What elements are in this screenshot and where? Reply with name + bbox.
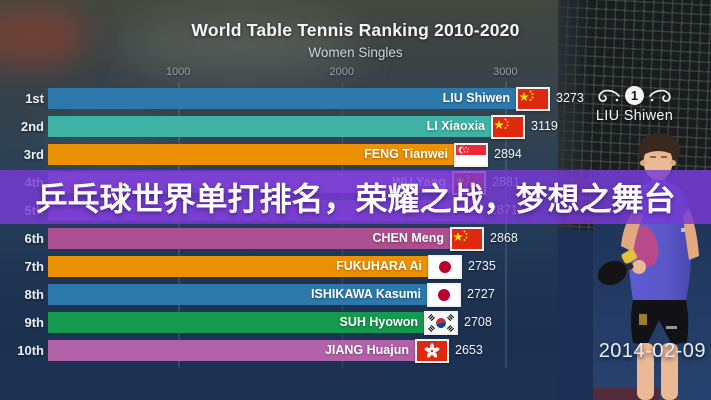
value-bar: LI Xiaoxia	[48, 114, 525, 139]
value-label: 2735	[468, 259, 496, 273]
chart-subtitle: Women Singles	[308, 45, 403, 60]
rank-row: 2nd LI Xiaoxia 3119	[0, 114, 711, 139]
player-shorts	[631, 300, 689, 345]
background-haze-blur	[120, 10, 360, 80]
flourish-left-icon	[598, 89, 620, 102]
value-label: 3119	[531, 119, 558, 133]
rank-label: 10th	[17, 343, 44, 358]
axis-tick-label: 3000	[493, 66, 518, 78]
rank-label: 1st	[25, 91, 44, 106]
date-label: 2014-02-09	[598, 340, 706, 362]
value-label: 2868	[490, 231, 518, 245]
rank-row: 1st LIU Shiwen 3273	[0, 86, 711, 111]
player-name-label: LI Xiaoxia	[426, 119, 485, 133]
player-name-label: FENG Tianwei	[364, 147, 448, 161]
value-label: 2727	[467, 287, 495, 301]
value-bar: FUKUHARA Ai	[48, 254, 462, 279]
player-name-label: LIU Shiwen	[442, 91, 510, 105]
value-bar: FENG Tianwei	[48, 142, 488, 167]
rank-1-medal-icon: 1	[625, 86, 644, 105]
rank-row: 7th FUKUHARA Ai 2735	[0, 254, 711, 279]
player-hand	[632, 260, 646, 274]
rank-row: 10th JIANG Huajun 2653	[0, 338, 711, 363]
rank-label: 3rd	[23, 147, 44, 162]
rank-label: 7th	[24, 259, 45, 274]
jpn-flag-icon	[427, 282, 461, 307]
value-bar: JIANG Huajun	[48, 338, 449, 363]
player-name-label: FUKUHARA Ai	[336, 259, 422, 273]
sgp-flag-icon	[454, 142, 488, 167]
rank-row: 3rd FENG Tianwei 2894	[0, 142, 711, 167]
player-name-label: CHEN Meng	[372, 231, 444, 245]
wristband	[621, 249, 637, 264]
chn-flag-icon	[450, 226, 484, 251]
chart-title: World Table Tennis Ranking 2010-2020	[191, 20, 520, 40]
jpn-flag-icon	[428, 254, 462, 279]
caption-banner: 乒乓球世界单打排名，荣耀之战，梦想之舞台	[0, 170, 711, 224]
value-bar: ISHIKAWA Kasumi	[48, 282, 461, 307]
rank-label: 6th	[24, 231, 45, 246]
value-label: 2894	[494, 147, 522, 161]
value-bar: SUH Hyowon	[48, 310, 458, 335]
player-name-label: JIANG Huajun	[324, 343, 409, 357]
rank-row: 8th ISHIKAWA Kasumi 2727	[0, 282, 711, 307]
axis-tick-label: 2000	[329, 66, 355, 78]
value-bar: LIU Shiwen	[48, 86, 550, 111]
gridline	[341, 82, 344, 368]
gridline	[178, 82, 180, 368]
chn-flag-icon	[491, 114, 525, 139]
rank-row: 6th CHEN Meng 2868	[0, 226, 711, 251]
gridline	[505, 82, 507, 368]
kor-flag-icon	[424, 310, 458, 335]
flourish-right-icon	[649, 89, 671, 102]
axis-tick-label: 1000	[165, 66, 191, 78]
player-name-label: ISHIKAWA Kasumi	[311, 287, 421, 301]
jersey-red-accent	[631, 225, 659, 267]
value-label: 2653	[455, 343, 483, 357]
rank-row: 9th SUH Hyowon 2708	[0, 310, 711, 335]
value-bar: CHEN Meng	[48, 226, 484, 251]
chn-flag-icon	[516, 86, 550, 111]
medal-rank-number: 1	[630, 88, 639, 103]
player-leg-left	[637, 343, 654, 400]
value-label: 2708	[464, 315, 492, 329]
paddle	[597, 260, 634, 286]
rank-label: 9th	[24, 315, 45, 330]
player-leg-right	[661, 343, 678, 400]
rank-label: 8th	[24, 287, 45, 302]
value-label: 3273	[556, 91, 584, 105]
player-name-label: SUH Hyowon	[339, 315, 418, 329]
leader-badge: 1	[558, 86, 711, 105]
rank-label: 2nd	[20, 119, 44, 134]
caption-text: 乒乓球世界单打排名，荣耀之战，梦想之舞台	[35, 181, 676, 217]
hkg-flag-icon	[415, 338, 449, 363]
background-red-blur	[0, 6, 88, 68]
leader-name: LIU Shiwen	[595, 108, 674, 124]
